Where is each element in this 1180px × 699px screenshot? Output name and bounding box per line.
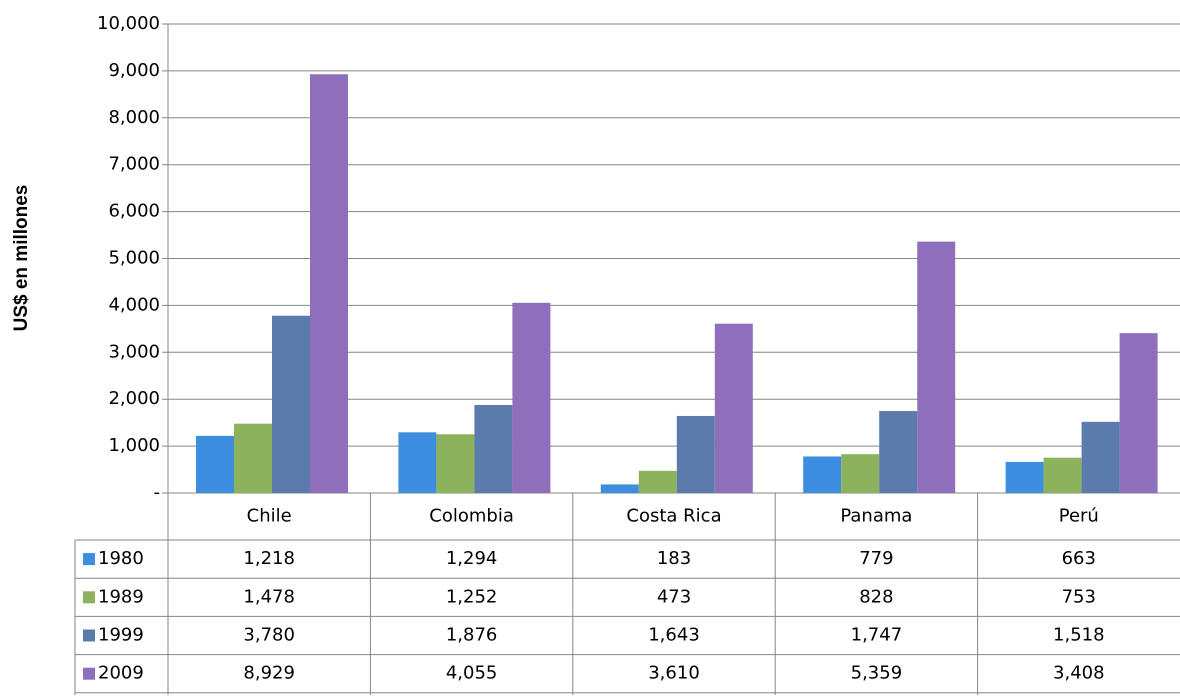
bar (879, 411, 918, 493)
table-value: 473 (657, 586, 691, 607)
bar (196, 435, 234, 493)
table-value: 1,218 (243, 548, 295, 569)
bar (398, 432, 437, 493)
y-tick-label: 8,000 (108, 107, 160, 128)
y-tick-label: 6,000 (108, 201, 160, 222)
bar (310, 74, 348, 494)
bar (1081, 421, 1120, 493)
bar (474, 405, 513, 493)
legend-key (83, 629, 95, 642)
category-label: Panama (840, 506, 912, 527)
bar (803, 456, 842, 493)
bar (676, 415, 715, 493)
y-tick-label: 4,000 (108, 294, 160, 315)
category-label: Colombia (429, 506, 514, 527)
bar (436, 434, 475, 493)
category-label: Perú (1059, 506, 1099, 527)
table-value: 1,747 (851, 625, 903, 646)
bar (272, 315, 310, 493)
bar (917, 241, 956, 493)
table-value: 1,478 (243, 586, 295, 607)
legend-label: 2009 (98, 663, 144, 684)
y-tick-label: 10,000 (97, 13, 160, 34)
table-value: 1,518 (1053, 625, 1105, 646)
bar (841, 454, 880, 493)
table-value: 3,408 (1053, 663, 1105, 684)
legend-label: 1999 (98, 625, 144, 646)
y-tick-label: 9,000 (108, 60, 160, 81)
bar (638, 470, 677, 493)
y-tick-label: - (154, 482, 161, 503)
table-value: 4,055 (446, 663, 498, 684)
table-value: 183 (657, 548, 691, 569)
table-value: 8,929 (243, 663, 295, 684)
table-value: 1,643 (648, 625, 700, 646)
category-label: Costa Rica (626, 506, 721, 527)
legend-label: 1980 (98, 548, 144, 569)
y-tick-label: 7,000 (108, 154, 160, 175)
legend-label: 1989 (98, 586, 144, 607)
y-tick-label: 1,000 (108, 435, 160, 456)
bar (234, 423, 272, 493)
legend-key (83, 553, 95, 566)
table-value: 5,359 (851, 663, 903, 684)
table-value: 828 (859, 586, 893, 607)
bar (600, 484, 639, 493)
y-axis-label: US$ en millones (11, 185, 32, 332)
table-value: 3,780 (243, 625, 295, 646)
category-label: Chile (247, 506, 292, 527)
table-value: 1,252 (446, 586, 498, 607)
bar (1043, 457, 1082, 493)
legend-key (83, 591, 95, 604)
bar (1005, 461, 1044, 493)
y-tick-label: 3,000 (108, 341, 160, 362)
table-value: 3,610 (648, 663, 700, 684)
table-value: 1,876 (446, 625, 498, 646)
bar (1119, 333, 1158, 493)
table-value: 779 (859, 548, 893, 569)
table-value: 753 (1062, 586, 1096, 607)
y-tick-label: 2,000 (108, 388, 160, 409)
bar (512, 302, 551, 493)
table-value: 1,294 (446, 548, 498, 569)
bar (714, 323, 753, 493)
legend-key (83, 667, 95, 680)
table-value: 663 (1062, 548, 1096, 569)
y-tick-label: 5,000 (108, 248, 160, 269)
